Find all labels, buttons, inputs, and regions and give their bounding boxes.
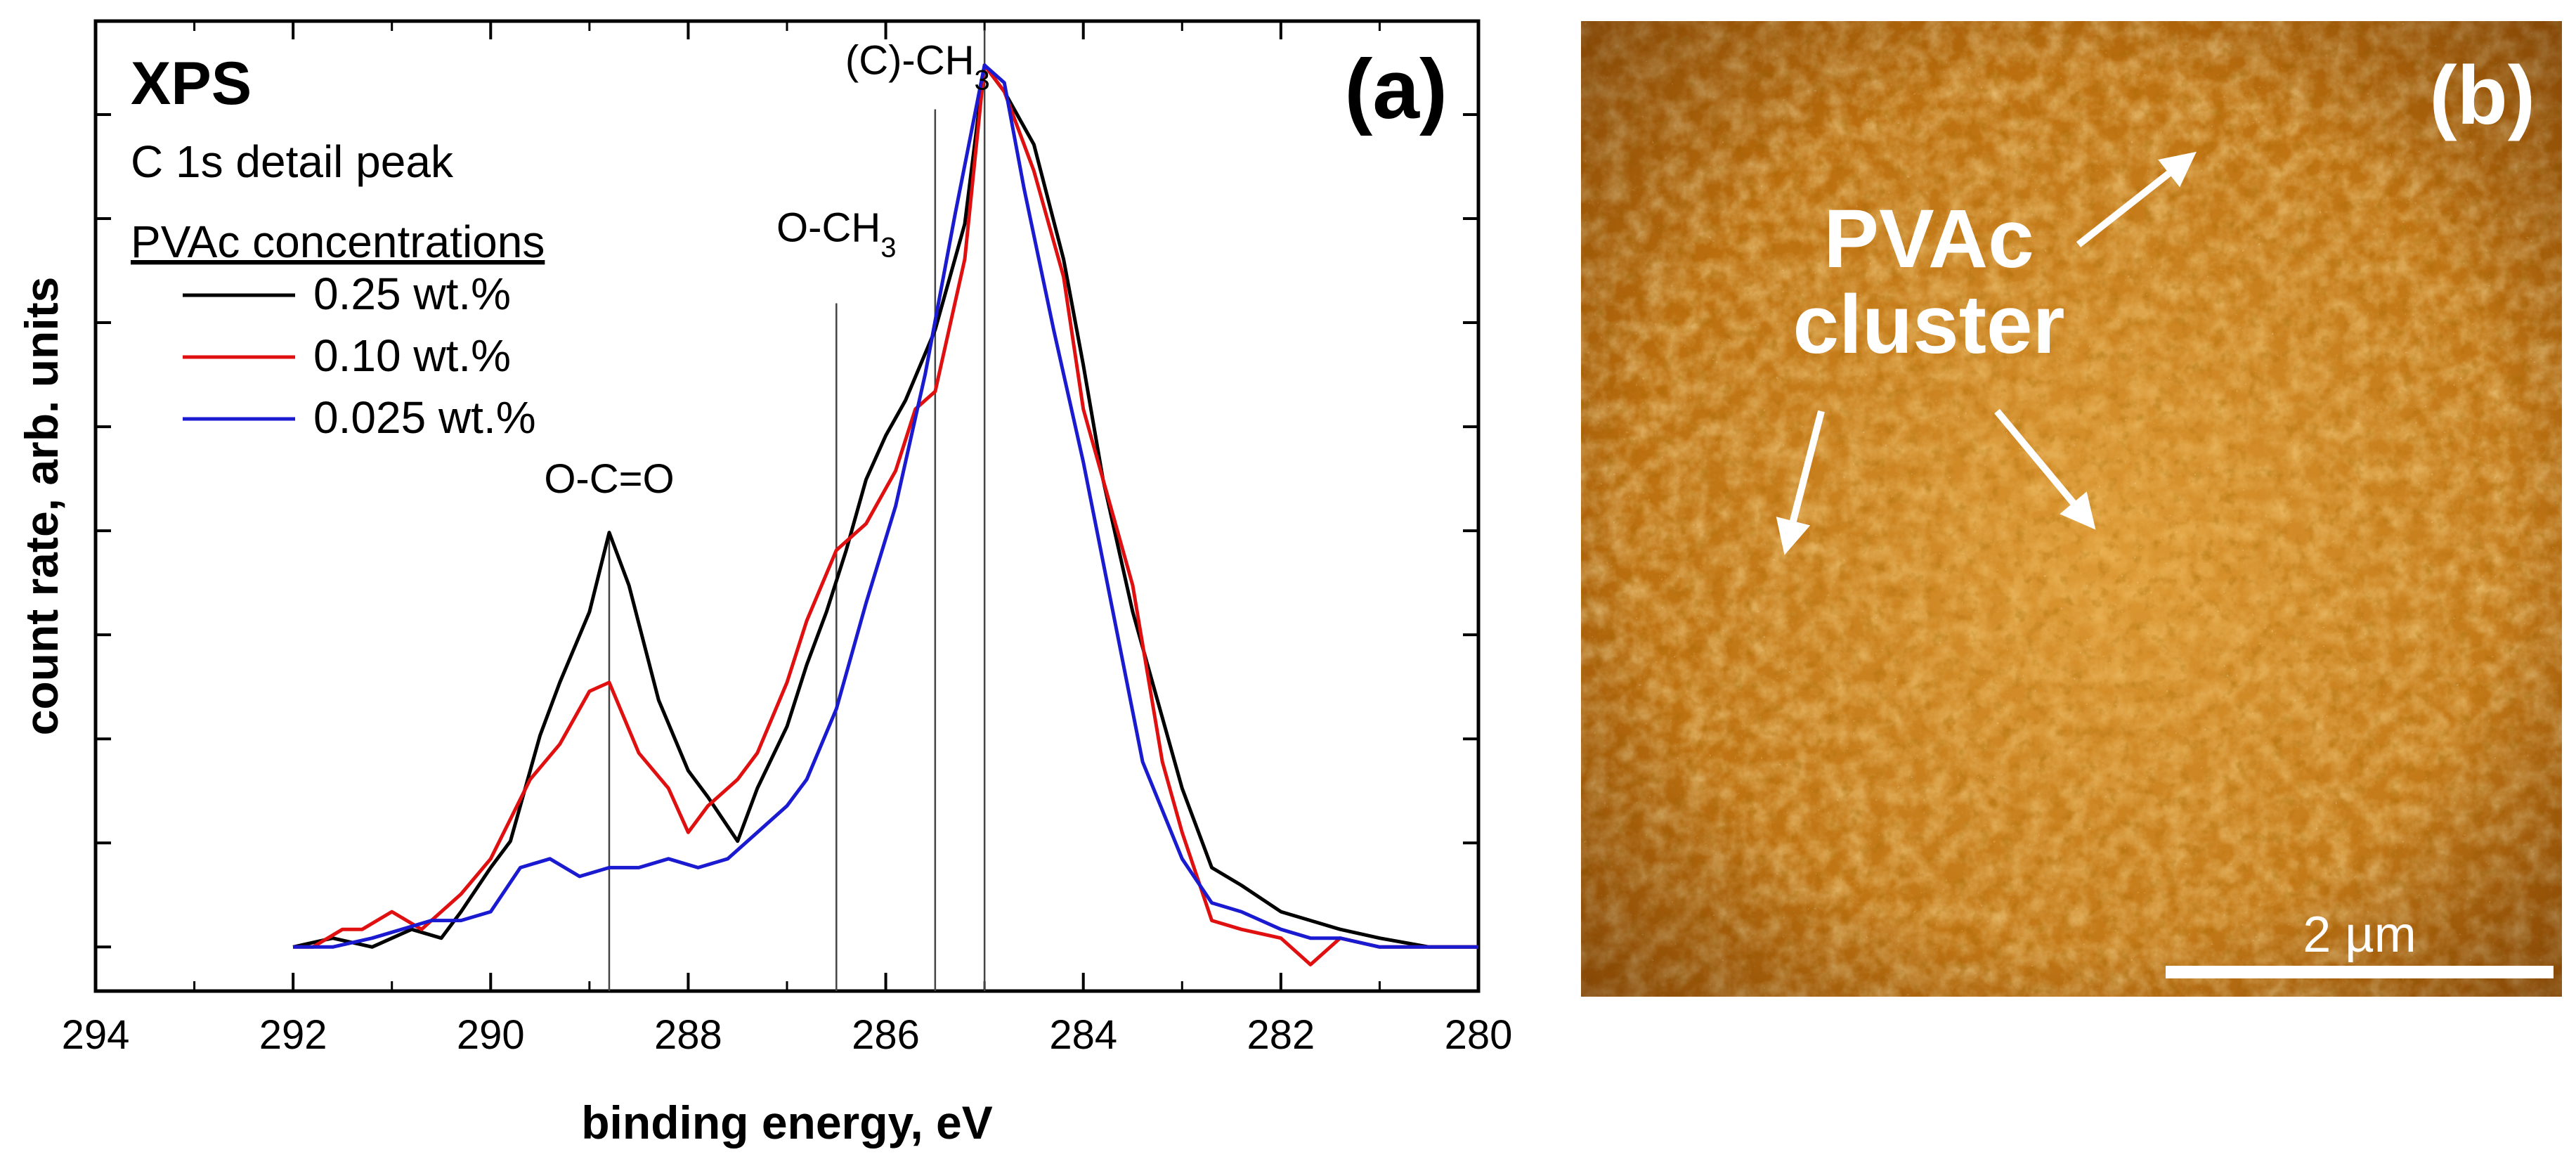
x-tick-label: 292 — [259, 1012, 327, 1058]
legend-label: 0.10 wt.% — [313, 330, 511, 381]
scale-bar — [2166, 966, 2554, 978]
x-tick-label: 280 — [1445, 1012, 1513, 1058]
series-line-2 — [293, 63, 1478, 966]
annotation-pvac: PVAc — [1823, 193, 2034, 285]
x-tick-label: 284 — [1049, 1012, 1117, 1058]
x-tick-label: 282 — [1247, 1012, 1315, 1058]
arrow-down-left — [1776, 410, 1825, 555]
x-tick-label: 286 — [852, 1012, 920, 1058]
y-axis-ticks — [96, 112, 1478, 949]
peak-label: O-C=O — [544, 456, 674, 502]
peak-label: (C)-CH3 — [845, 37, 990, 96]
x-axis-tick-labels: 294 292 290 288 286 284 282 280 — [62, 1012, 1513, 1058]
series-line-3 — [293, 63, 1478, 949]
legend-label: 0.025 wt.% — [313, 392, 536, 443]
panel-label-a: (a) — [1344, 42, 1448, 136]
x-tick-label: 290 — [457, 1012, 525, 1058]
data-series — [292, 63, 1478, 966]
afm-image-panel: (b) PVAc cluster 2 µm — [1581, 21, 2562, 997]
scale-bar-label: 2 µm — [2303, 907, 2416, 963]
x-axis-title: binding energy, eV — [581, 1096, 993, 1149]
legend: 0.25 wt.% 0.10 wt.% 0.025 wt.% — [183, 269, 536, 443]
chart-title: XPS — [131, 50, 252, 117]
legend-title: PVAc concentrations — [131, 216, 545, 267]
xps-chart-panel: 294 292 290 288 286 284 282 280 O-C=O O-CH3 (C)-C… — [15, 19, 1513, 1149]
arrow-down-right — [1994, 408, 2096, 530]
x-tick-label: 294 — [62, 1012, 130, 1058]
peak-reference-lines — [608, 30, 986, 991]
arrow-up-right — [2076, 151, 2197, 247]
x-tick-label: 288 — [654, 1012, 722, 1058]
y-axis-title: count rate, arb. units — [15, 277, 67, 736]
afm-image-vignette — [1581, 21, 2562, 997]
peak-labels: O-C=OO-CH3(C)-CH3C-C/C-H — [544, 37, 990, 502]
peak-label: O-CH3 — [776, 205, 896, 264]
annotation-cluster: cluster — [1793, 278, 2065, 371]
x-axis-ticks — [94, 21, 1480, 991]
legend-label: 0.25 wt.% — [313, 269, 511, 319]
panel-label-b: (b) — [2429, 49, 2535, 142]
chart-subtitle: C 1s detail peak — [131, 136, 454, 187]
series-line-1 — [292, 63, 1478, 949]
